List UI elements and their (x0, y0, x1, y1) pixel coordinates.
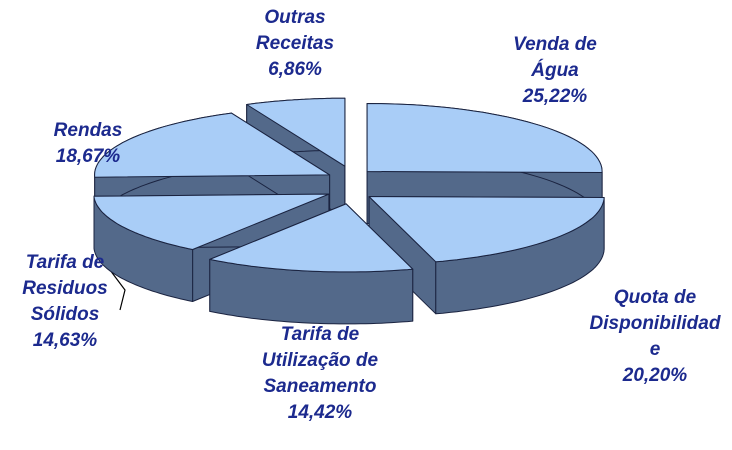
slice (94, 112, 331, 178)
label-text: 14,42% (287, 402, 353, 423)
slice-label: Tarifa de Utilização de Saneamento 14,42% (235, 322, 405, 426)
label-text: 18,67% (55, 146, 121, 167)
label-text: Venda de Água (513, 34, 597, 81)
label-text: Tarifa de Residuos Sólidos (22, 252, 108, 325)
slice (366, 103, 603, 173)
label-text: Quota de Disponibilidade (589, 287, 721, 360)
slice (209, 203, 414, 273)
label-text: 20,20% (622, 365, 688, 386)
slice (368, 196, 605, 263)
slice-label: Tarifa de Residuos Sólidos 14,63% (10, 250, 120, 354)
label-text: 6,86% (268, 59, 322, 80)
slice-label: Venda de Água 25,22% (495, 32, 615, 110)
label-text: Outras Receitas (255, 7, 335, 54)
slice (246, 97, 346, 167)
label-text: 25,22% (522, 86, 588, 107)
label-text: Rendas (53, 120, 123, 141)
label-text: Tarifa de Utilização de Saneamento (261, 324, 379, 397)
label-text: 14,63% (32, 330, 98, 351)
slice-label: Rendas 18,67% (33, 118, 143, 170)
leader-line (109, 269, 126, 311)
slice-label: Outras Receitas 6,86% (240, 5, 350, 83)
slice-label: Quota de Disponibilidade 20,20% (585, 285, 725, 389)
slice (93, 193, 330, 250)
